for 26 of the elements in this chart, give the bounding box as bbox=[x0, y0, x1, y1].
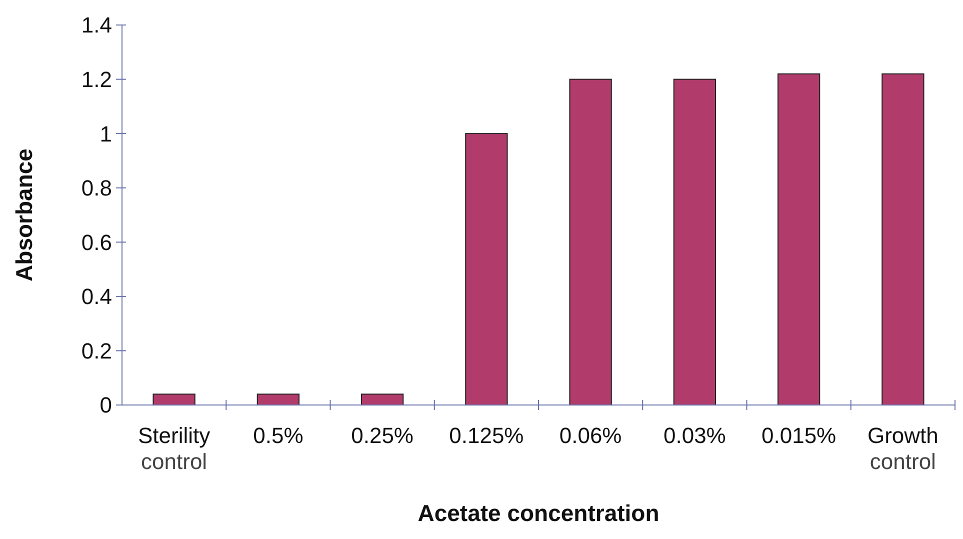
y-tick-label: 0.6 bbox=[81, 230, 112, 255]
bar bbox=[882, 73, 924, 406]
y-tick-label: 0 bbox=[100, 392, 112, 418]
y-tick-label: 0.4 bbox=[81, 284, 112, 310]
bar bbox=[256, 394, 300, 406]
x-tick-label: 0.25% bbox=[351, 423, 414, 448]
x-tick-label: 0.06% bbox=[559, 423, 622, 448]
y-tick-label: 1 bbox=[100, 121, 112, 146]
y-tick-label: 1.2 bbox=[81, 66, 112, 92]
y-tick-label: 1.4 bbox=[81, 12, 112, 38]
x-tick-label: 0.125% bbox=[449, 423, 524, 448]
y-tick-label: 0.8 bbox=[81, 176, 112, 201]
x-tick-label: 0.015% bbox=[762, 423, 836, 448]
bar bbox=[360, 394, 404, 406]
x-tick-label: Growth control bbox=[867, 423, 938, 474]
y-tick-label: 0.2 bbox=[81, 338, 112, 364]
x-axis-title: Acetate concentration bbox=[418, 500, 660, 526]
bar bbox=[152, 394, 196, 406]
y-axis-title: Absorbance bbox=[11, 148, 37, 282]
bar bbox=[777, 73, 820, 406]
bar bbox=[673, 78, 716, 406]
x-tick-label: 0.5% bbox=[253, 423, 304, 448]
x-tick-label: Sterility control bbox=[138, 423, 210, 474]
x-tick-label: 0.03% bbox=[663, 423, 726, 448]
bar bbox=[465, 133, 508, 406]
bar bbox=[569, 78, 612, 406]
